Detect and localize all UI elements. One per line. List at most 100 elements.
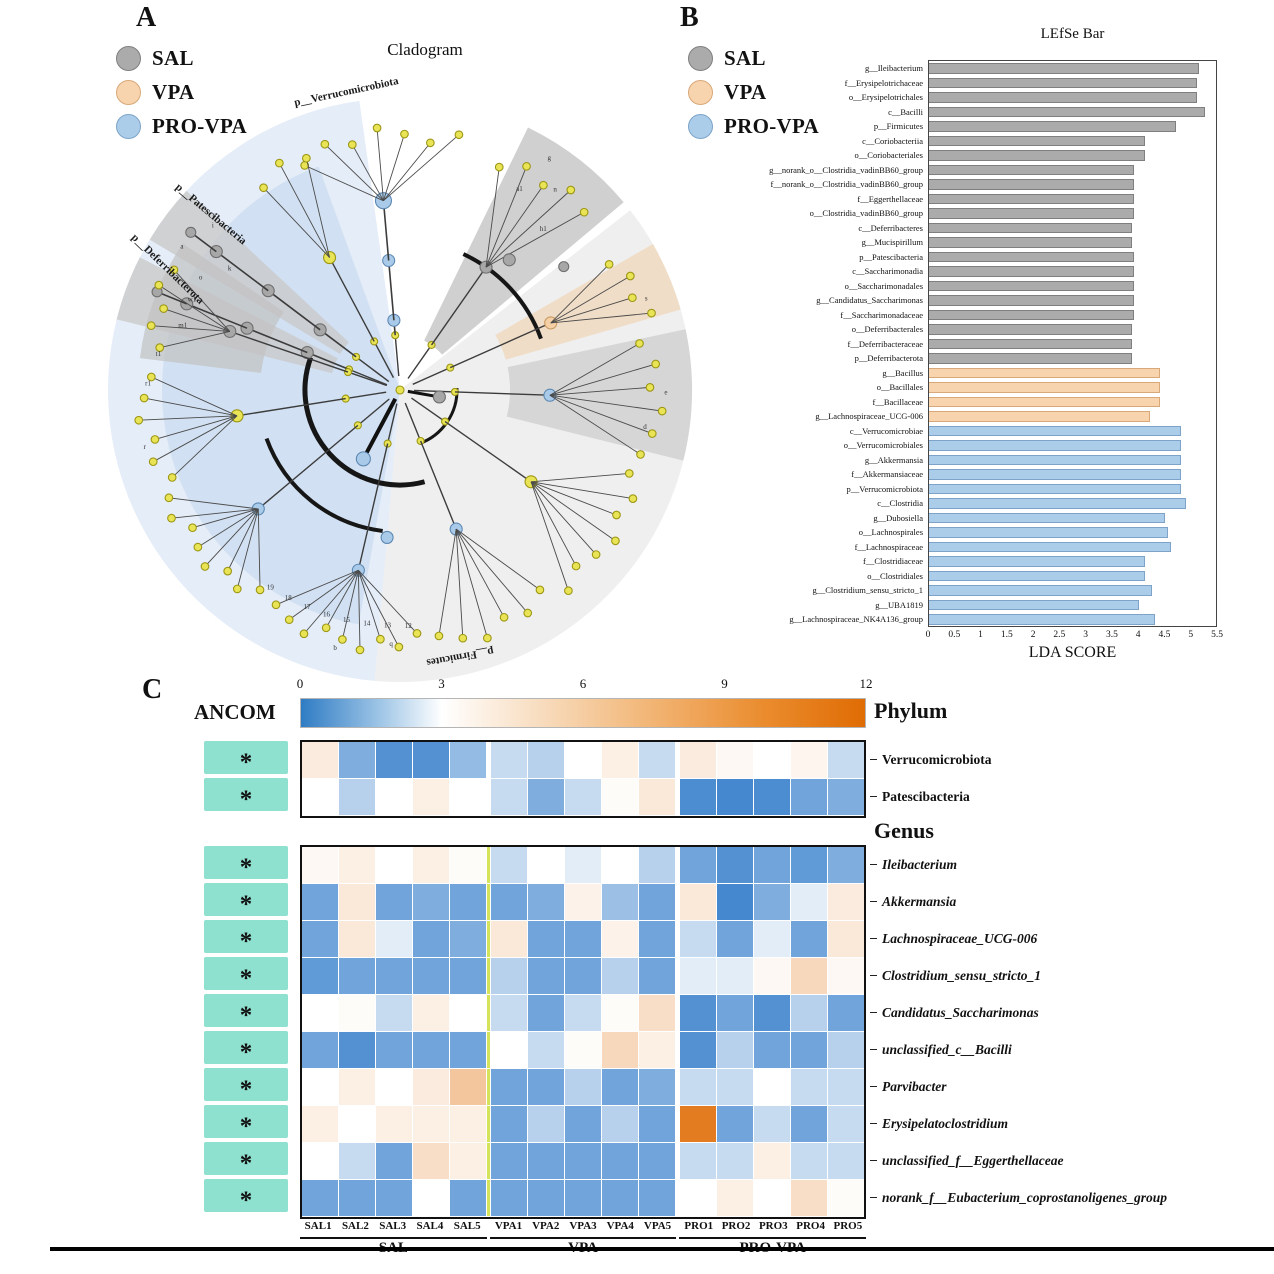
cladogram-edge bbox=[357, 570, 381, 640]
heatmap-cell bbox=[565, 884, 601, 920]
heatmap-cell bbox=[491, 1143, 527, 1179]
heatmap-cell bbox=[450, 1032, 486, 1068]
heatmap-cell bbox=[602, 921, 638, 957]
column-label-vpa5: VPA5 bbox=[643, 1220, 672, 1232]
lefse-taxon-label: c__Bacilli bbox=[888, 106, 923, 117]
lefse-row: g__Bacillus bbox=[690, 366, 1217, 381]
lefse-row: g__Lachnospiraceae_NK4A136_group bbox=[690, 612, 1217, 627]
lefse-row: g__Lachnospiraceae_UCG-006 bbox=[690, 409, 1217, 424]
lefse-bar bbox=[928, 614, 1155, 625]
cladogram-edge bbox=[549, 394, 663, 412]
column-label-sal3: SAL3 bbox=[379, 1220, 407, 1232]
lefse-taxon-label: g__Ileibacterium bbox=[864, 63, 923, 74]
cladogram-node bbox=[558, 261, 570, 273]
legend-label: VPA bbox=[152, 80, 195, 104]
heatmap-cell bbox=[491, 958, 527, 994]
lefse-bar-track bbox=[928, 150, 1215, 161]
lefse-bar bbox=[928, 527, 1169, 538]
cladogram-edge bbox=[530, 481, 569, 591]
heatmap-group-separator bbox=[676, 847, 679, 883]
cladogram-edge bbox=[357, 570, 400, 648]
lefse-axis-tick: 0.5 bbox=[948, 630, 961, 640]
cladogram-edge bbox=[394, 335, 400, 377]
lefse-row: f__Clostridiaceae bbox=[690, 554, 1217, 569]
lefse-bar bbox=[928, 309, 1135, 320]
heatmap-cell bbox=[602, 742, 638, 778]
lefse-taxon-label: g__Dubosiella bbox=[873, 512, 923, 523]
lefse-bar bbox=[928, 150, 1145, 161]
heatmap-cell bbox=[376, 884, 412, 920]
lefse-bar-track bbox=[928, 338, 1215, 349]
legend-item-sal: SAL bbox=[116, 46, 247, 71]
lefse-row: o__Verrucomicrobiales bbox=[690, 438, 1217, 453]
lefse-bar-track bbox=[928, 425, 1215, 436]
lefse-bar-track bbox=[928, 483, 1215, 494]
lefse-bar-track bbox=[928, 63, 1215, 74]
cladogram-sector-letter: n bbox=[553, 185, 557, 193]
column-label-sal1: SAL1 bbox=[304, 1220, 332, 1232]
lefse-bar-track bbox=[928, 367, 1215, 378]
heatmap-cell bbox=[491, 995, 527, 1031]
heatmap-cell bbox=[639, 847, 675, 883]
cladogram-sector-letter: i bbox=[212, 221, 214, 229]
cladogram-edge bbox=[236, 397, 346, 417]
legend-dot-vpa bbox=[688, 80, 713, 105]
cladogram-node bbox=[223, 566, 233, 576]
lefse-taxon-label: o__Coriobacteriales bbox=[854, 150, 923, 161]
heatmap-cell bbox=[376, 1106, 412, 1142]
heatmap-cell bbox=[450, 921, 486, 957]
lefse-bar bbox=[928, 237, 1132, 248]
lefse-bar bbox=[928, 556, 1145, 567]
heatmap-cell bbox=[791, 921, 827, 957]
lefse-bar bbox=[928, 106, 1205, 117]
cladogram-node bbox=[657, 406, 667, 416]
lefse-taxon-label: g__Lachnospiraceae_NK4A136_group bbox=[789, 614, 923, 625]
lefse-row: o__Clostridia_vadinBB60_group bbox=[690, 206, 1217, 221]
heatmap-cell bbox=[491, 1069, 527, 1105]
cladogram-node bbox=[372, 123, 382, 133]
lefse-row: o__Clostridiales bbox=[690, 569, 1217, 584]
heatmap-cell bbox=[754, 847, 790, 883]
heatmap-cell bbox=[302, 1069, 338, 1105]
cladogram-edge bbox=[186, 303, 248, 329]
heatmap-row-label: norank_f__Eubacterium_coprostanoligenes_… bbox=[870, 1179, 1270, 1216]
cladogram-node bbox=[347, 140, 357, 149]
lefse-taxon-label: p__Firmicutes bbox=[873, 121, 923, 132]
heatmap-cell bbox=[450, 1143, 486, 1179]
lefse-row: f__Erysipelotrichaceae bbox=[690, 76, 1217, 91]
cladogram-node bbox=[636, 450, 645, 459]
cladogram-edge bbox=[485, 184, 544, 268]
heatmap-cell bbox=[528, 1032, 564, 1068]
column-label-vpa2: VPA2 bbox=[532, 1220, 560, 1232]
lefse-taxon-label: p__Verrucomicrobiota bbox=[846, 483, 923, 494]
heatmap-cell bbox=[565, 995, 601, 1031]
row-label-dash bbox=[870, 863, 877, 866]
heatmap-group-separator bbox=[676, 1180, 679, 1216]
heatmap-cell bbox=[754, 884, 790, 920]
cladogram-arc bbox=[264, 437, 383, 533]
heatmap-cell bbox=[413, 1106, 449, 1142]
cladogram-edge bbox=[355, 356, 390, 383]
heatmap-cell bbox=[754, 779, 790, 815]
lefse-axis-tick: 1 bbox=[978, 630, 983, 640]
heatmap-cell bbox=[754, 742, 790, 778]
legend-dot-vpa bbox=[116, 80, 141, 105]
heatmap-cell bbox=[413, 1032, 449, 1068]
cladogram-node bbox=[627, 293, 637, 303]
heatmap-cell bbox=[339, 921, 375, 957]
cladogram-arc bbox=[302, 356, 426, 488]
heatmap-cell bbox=[828, 1143, 864, 1179]
heatmap-cell bbox=[680, 1180, 716, 1216]
cladogram-edge bbox=[324, 143, 384, 202]
lefse-bar-track bbox=[928, 135, 1215, 146]
lefse-bar-track bbox=[928, 469, 1215, 480]
cladogram-sector-letter: 19 bbox=[267, 584, 275, 592]
heatmap-column-labels: SAL1 SAL2 SAL3 SAL4 SAL5 VPA1 VPA2 VPA3 VPA4 VPA5… bbox=[300, 1220, 866, 1232]
ancom-label: ANCOM bbox=[194, 700, 276, 724]
colorbar-ticks: 0 3 6 9 12 bbox=[297, 676, 873, 694]
cladogram-edge bbox=[407, 344, 433, 379]
cladogram-node bbox=[259, 183, 268, 193]
heatmap-group-separator bbox=[676, 742, 679, 778]
lefse-row: g__norank_o__Clostridia_vadinBB60_group bbox=[690, 163, 1217, 178]
